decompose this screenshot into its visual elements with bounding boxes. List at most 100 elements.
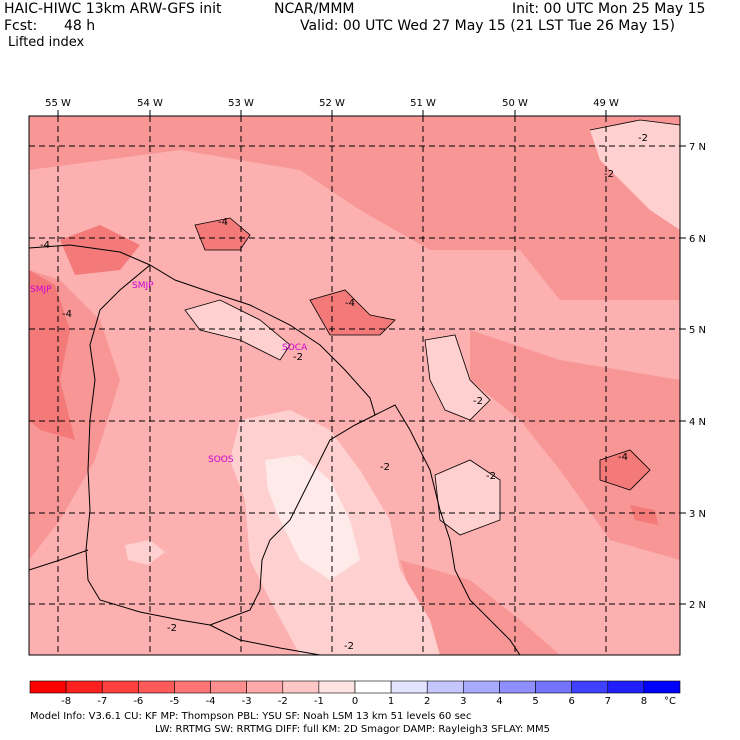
lon-label: 49 W	[593, 98, 619, 109]
boundaries	[29, 244, 521, 655]
contours	[184, 119, 680, 536]
model-title: HAIC-HIWC 13km ARW-GFS init	[4, 1, 222, 17]
contour-m2-ne	[589, 119, 680, 131]
colorbar-tick-label: 3	[460, 696, 466, 707]
valid-time: Valid: 00 UTC Wed 27 May 15 (21 LST Tue …	[300, 18, 675, 34]
field-zone-m3-east	[470, 330, 680, 560]
colorbar-swatch	[390, 680, 428, 694]
field-zone-m1-c	[425, 335, 490, 420]
colorbar	[29, 680, 681, 694]
lon-label: 50 W	[502, 98, 528, 109]
colorbar-tick-label: 0	[352, 696, 358, 707]
lon-label: 53 W	[228, 98, 254, 109]
colorbar-tick-label: -8	[61, 696, 71, 707]
contour-label: -2	[344, 641, 354, 652]
field-name: Lifted index	[8, 35, 85, 50]
forecast-label: Fcst:	[4, 18, 38, 34]
colorbar-swatch	[101, 680, 139, 694]
lon-label: 55 W	[45, 98, 71, 109]
contour-m4-c	[599, 449, 651, 491]
colorbar-swatch	[426, 680, 464, 694]
station-label: SMJP	[30, 285, 52, 295]
model-info-line2: LW: RRTMG SW: RRTMG DIFF: full KM: 2D Sm…	[155, 724, 551, 735]
colorbar-swatch	[174, 680, 211, 694]
contour-label: -2	[293, 352, 303, 363]
lat-label: 2 N	[689, 600, 706, 611]
border-sw	[29, 549, 89, 571]
shaded-field	[29, 116, 680, 655]
graticule	[29, 116, 680, 655]
colorbar-swatch	[354, 680, 392, 694]
field-zone-m1-ne	[590, 120, 680, 230]
field-zone-m4-a	[195, 218, 250, 250]
colorbar-tick-label: 4	[496, 696, 502, 707]
field-zone-m4-d	[600, 450, 650, 490]
field-zone-m1-e	[125, 540, 165, 565]
contour-label: -4	[218, 217, 228, 228]
field-zone-m3-south	[400, 560, 560, 655]
field-zone-m4-b	[310, 290, 395, 335]
colorbar-tick-label: 7	[605, 696, 611, 707]
contour-label: -4	[40, 240, 50, 251]
contour-label: -2	[638, 133, 648, 144]
contour-label: -2	[604, 169, 614, 180]
contour-m2-b	[184, 299, 291, 361]
field-zone-m4-e	[630, 505, 658, 525]
field-zone-m1-d	[435, 460, 500, 535]
colorbar-swatch	[607, 680, 645, 694]
right-ticks	[680, 145, 686, 605]
lon-label: 54 W	[137, 98, 163, 109]
colorbar-tick-label: 5	[532, 696, 538, 707]
colorbar-swatch	[499, 680, 536, 694]
contour-label: -2	[380, 462, 390, 473]
colorbar-swatch	[318, 680, 356, 694]
contour-m4-a	[194, 217, 251, 251]
colorbar-tick-label: 1	[388, 696, 394, 707]
colorbar-tick-label: -2	[278, 696, 288, 707]
top-ticks	[57, 110, 607, 116]
field-zone-m3-north	[29, 116, 680, 300]
contour-m4-b	[309, 289, 396, 336]
colorbar-tick-label: -5	[169, 696, 179, 707]
contour-label: -2	[486, 471, 496, 482]
station-label: SOCA	[282, 343, 308, 353]
contour-label: -4	[62, 309, 72, 320]
model-info-line1: Model Info: V3.6.1 CU: KF MP: Thompson P…	[30, 711, 472, 722]
field-zone-m4-west	[29, 270, 75, 440]
lat-label: 6 N	[689, 234, 706, 245]
init-time: Init: 00 UTC Mon 25 May 15	[512, 1, 706, 17]
forecast-hour: 48 h	[64, 18, 96, 34]
institution: NCAR/MMM	[274, 1, 355, 17]
colorbar-tick-label: 2	[424, 696, 430, 707]
colorbar-tick-label: -7	[97, 696, 107, 707]
lon-labels: 55 W 54 W 53 W 52 W 51 W 50 W 49 W	[45, 98, 619, 109]
colorbar-swatch	[65, 680, 103, 694]
contour-label: -4	[618, 452, 628, 463]
contour-label: -2	[473, 396, 483, 407]
border-south	[209, 624, 321, 655]
lon-label: 51 W	[410, 98, 436, 109]
lat-label: 5 N	[689, 325, 706, 336]
border-central	[209, 414, 376, 626]
colorbar-swatch	[571, 680, 609, 694]
field-zone-m1-b	[185, 300, 290, 360]
field-zone-zero	[265, 455, 360, 580]
colorbar-tick-label: -6	[133, 696, 143, 707]
colorbar-unit: °C	[664, 696, 676, 707]
colorbar-swatch	[643, 680, 681, 694]
lat-label: 7 N	[689, 142, 706, 153]
station-labels: SMJP SOCA SMJP SOOS	[30, 281, 308, 465]
colorbar-tick-label: -1	[314, 696, 324, 707]
contour-labels: -2 -2 -4 -4 -4 -4 -2 -2 -2 -2 -4 -2 -2	[40, 133, 648, 652]
station-label: SOOS	[208, 455, 234, 465]
colorbar-tick-labels: -8 -7 -6 -5 -4 -3 -2 -1 0 1 2 3 4 5 6 7 8	[61, 696, 647, 707]
contour-m2-c	[424, 334, 491, 421]
lat-label: 4 N	[689, 417, 706, 428]
colorbar-swatch	[246, 680, 284, 694]
coastline	[29, 244, 521, 655]
colorbar-swatch	[535, 680, 572, 694]
map-frame	[28, 115, 681, 656]
colorbar-swatch	[282, 680, 320, 694]
lat-label: 3 N	[689, 509, 706, 520]
